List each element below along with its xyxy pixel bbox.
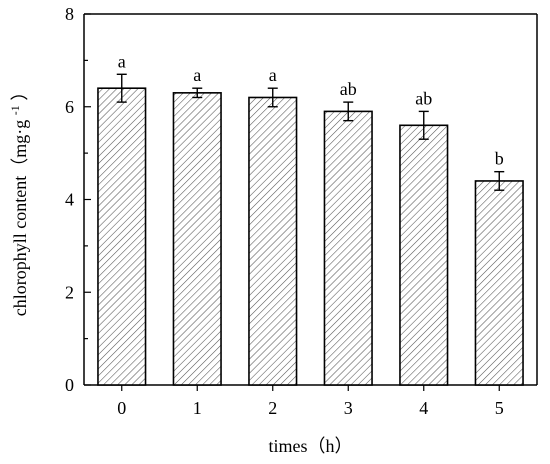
significance-label-1: a — [193, 65, 201, 85]
y-axis-title-main: chlorophyll content（mg·g — [10, 120, 30, 316]
y-tick-label-2: 4 — [65, 190, 74, 210]
bar-2 — [248, 96, 298, 386]
significance-label-0: a — [118, 51, 126, 71]
y-tick-label-1: 2 — [65, 282, 74, 302]
significance-label-2: a — [269, 65, 277, 85]
x-tick-label-1: 1 — [193, 398, 202, 418]
y-axis-title-superscript: -1 — [8, 105, 22, 115]
y-tick-label-4: 8 — [65, 4, 74, 24]
x-tick-label-3: 3 — [344, 398, 353, 418]
bar-5 — [474, 180, 524, 386]
x-axis-title: times（h） — [269, 436, 353, 456]
bar-3 — [323, 110, 373, 386]
significance-label-3: ab — [340, 79, 357, 99]
y-axis-title: chlorophyll content（mg·g -1 ） — [8, 83, 30, 316]
y-tick-label-0: 0 — [65, 375, 74, 395]
significance-label-4: ab — [415, 88, 432, 108]
bar-0 — [97, 87, 147, 386]
significance-label-5: b — [495, 149, 504, 169]
bar-1 — [172, 92, 222, 386]
x-tick-label-5: 5 — [495, 398, 504, 418]
y-axis-title-close: ） — [10, 83, 30, 101]
x-tick-label-2: 2 — [268, 398, 277, 418]
y-tick-label-3: 6 — [65, 97, 74, 117]
bar-4 — [399, 124, 449, 386]
x-tick-label-4: 4 — [419, 398, 428, 418]
x-tick-label-0: 0 — [117, 398, 126, 418]
